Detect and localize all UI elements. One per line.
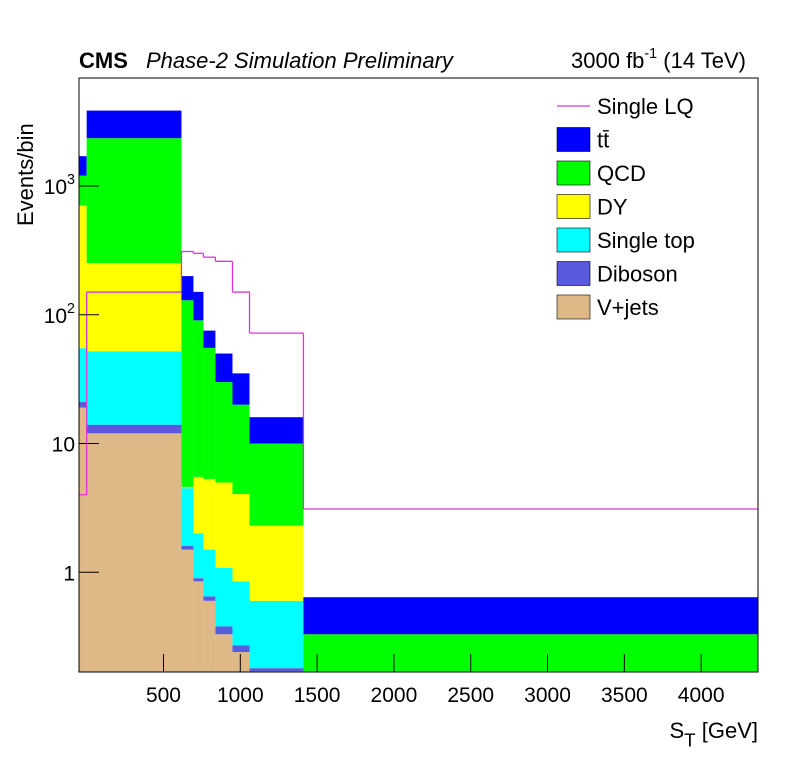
stack-bar [86,433,182,672]
stack-bar [249,525,304,601]
lumi-label: 3000 fb-1​ (14 TeV) [571,46,746,73]
stack-bar [181,549,194,672]
stack-bar [181,486,194,489]
stack-bar [86,263,182,352]
stack-bar [249,600,304,669]
y-tick-label: 10 [52,434,75,457]
stack-bar [193,581,204,672]
plot-area [79,110,758,672]
stack-bar [203,600,216,672]
stack-bar [79,205,87,349]
stack-bar [193,578,204,582]
legend-swatch [556,194,591,219]
stack-bar [181,488,194,546]
stack-bar [86,424,182,434]
x-tick-label: 3000 [524,684,571,707]
legend-label: DY [597,195,628,220]
stack-bar [79,156,87,176]
y-tick-label: 102​ [44,301,75,328]
legend-swatch [556,294,591,320]
x-tick-label: 4000 [678,684,725,707]
legend-swatch [556,160,591,186]
legend-swatch [556,261,591,286]
subtitle: Phase-2 Simulation Preliminary [146,48,455,73]
stack-bar [203,596,216,601]
stack-bar [193,533,204,579]
legend-label: QCD [597,161,646,186]
stack-bar [79,407,87,672]
legend-swatch [556,227,591,253]
stack-bar [193,320,204,477]
stack-bar [86,110,182,139]
legend-label: Diboson [597,262,678,287]
stack-bar [249,668,304,672]
stack-bar [79,348,87,403]
stack-bar [232,373,250,405]
stack-bar [203,347,216,480]
x-tick-label: 1500 [294,684,341,707]
stack-bar [249,417,304,444]
stack-bar [203,479,216,550]
plot-frame [78,77,759,673]
stack-bar [232,404,250,495]
stack-bar [215,626,233,635]
x-tick-label: 3500 [601,684,648,707]
stack-bar [249,443,304,526]
stack-bar [86,351,182,425]
legend-label: V+jets [597,295,659,320]
x-tick-label: 2000 [371,684,418,707]
stack-bar [79,175,87,206]
y-tick-label: 103​ [44,172,75,199]
stack-bar [215,482,233,568]
legend-label: Single LQ [597,94,694,119]
stack-bar [203,330,216,348]
stack-bar [215,382,233,483]
stack-bar [86,138,182,264]
stack-bar [303,597,758,635]
experiment-label: CMS [79,48,128,73]
stack-bar [232,494,250,582]
legend-label: Single top [597,228,695,253]
x-tick-label: 500 [146,684,181,707]
stack-bar [215,353,233,383]
stack-bar [181,300,194,487]
stack-bar [215,567,233,627]
stack-bar [215,634,233,672]
y-axis-label: Events/bin [13,123,38,226]
stack-bar [232,652,250,672]
stack-bar [203,549,216,597]
stack-bar [181,276,194,301]
stack-bar [232,581,250,646]
stack-bar [181,545,194,550]
stack-bar [79,402,87,408]
stack-bar [232,645,250,653]
x-axis-label: ST​ [GeV] [669,718,758,751]
stack-bar [193,291,204,321]
legend-swatch [556,127,591,152]
x-tick-label: 1000 [217,684,264,707]
stack-bar [193,476,204,534]
legend-label: tt̄ [597,128,609,153]
x-tick-label: 2500 [447,684,494,707]
y-tick-label: 1 [63,562,75,585]
stack-bar [303,634,758,672]
